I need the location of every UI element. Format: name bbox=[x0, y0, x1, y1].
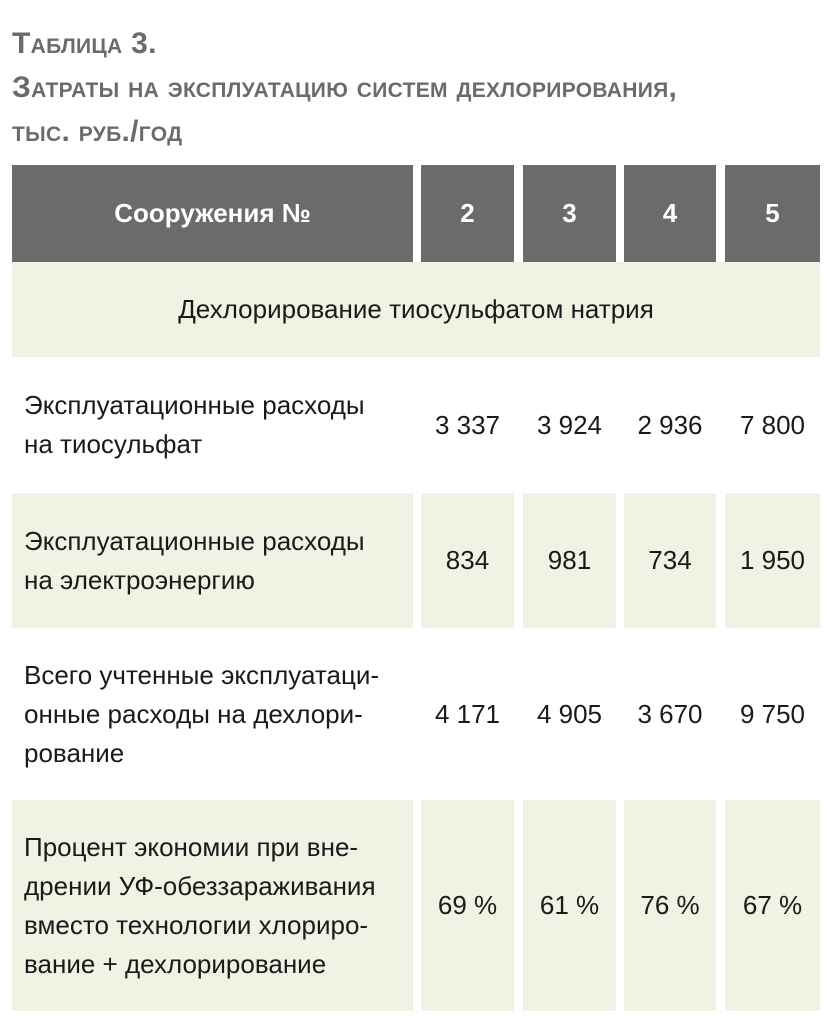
section-row: Дехлорирование тиосульфатом натрия bbox=[12, 262, 820, 357]
row-value: 981 bbox=[523, 493, 616, 628]
row-value: 4 171 bbox=[434, 698, 501, 729]
row-value: 734 bbox=[624, 493, 716, 628]
row-value: 61 % bbox=[523, 800, 616, 1011]
header-col-4: 4 bbox=[624, 165, 716, 262]
row-label: Процент экономии при вне- дрении УФ-обез… bbox=[12, 800, 413, 1011]
row-value: 67 % bbox=[725, 800, 820, 1011]
header-col-2: 2 bbox=[421, 165, 514, 262]
row-label: Эксплуатационные расходы на тиосульфат bbox=[24, 390, 365, 459]
row-value: 9 750 bbox=[739, 698, 806, 729]
row-value: 4 905 bbox=[536, 698, 603, 729]
table-title: Таблица 3. Затраты на эксплуатацию систе… bbox=[12, 27, 678, 148]
row-value: 1 950 bbox=[725, 493, 820, 628]
row-value: 7 800 bbox=[739, 409, 806, 440]
row-value: 2 936 bbox=[637, 409, 703, 440]
row-value: 76 % bbox=[624, 800, 716, 1011]
row-label: Эксплуатационные расходы на электроэнерг… bbox=[12, 493, 413, 628]
row-value: 3 670 bbox=[637, 698, 703, 729]
row-value: 834 bbox=[421, 493, 514, 628]
header-col-5: 5 bbox=[725, 165, 820, 262]
row-value: 3 924 bbox=[536, 409, 603, 440]
header-col-3: 3 bbox=[523, 165, 616, 262]
header-label: Сооружения № bbox=[12, 165, 413, 262]
row-label: Всего учтенные эксплуатаци- онные расход… bbox=[24, 659, 380, 768]
row-value: 69 % bbox=[421, 800, 514, 1011]
row-value: 3 337 bbox=[434, 409, 501, 440]
